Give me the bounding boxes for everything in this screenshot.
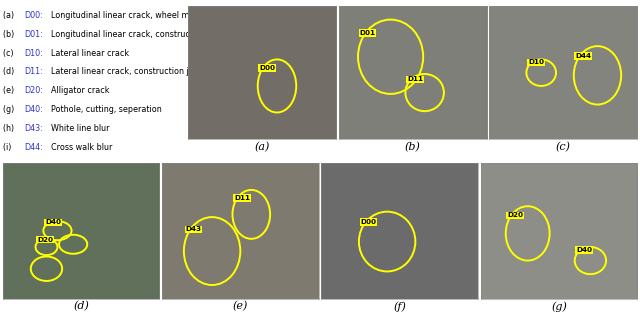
Text: Longitudinal linear crack, construction joint part: Longitudinal linear crack, construction … <box>51 30 244 39</box>
Text: D00: D00 <box>259 65 275 71</box>
Text: D10: D10 <box>528 59 544 65</box>
Text: D00: D00 <box>360 219 376 225</box>
Text: Pothole, cutting, seperation: Pothole, cutting, seperation <box>51 105 161 114</box>
Text: D40: D40 <box>45 219 61 225</box>
Text: Lateral linear crack, construction joint pact: Lateral linear crack, construction joint… <box>51 68 224 76</box>
Text: D01:: D01: <box>24 30 42 39</box>
Text: D43: D43 <box>186 226 202 232</box>
Text: D01: D01 <box>360 30 376 36</box>
Text: (b): (b) <box>3 30 17 39</box>
Text: D44: D44 <box>575 53 591 59</box>
Text: D40: D40 <box>576 247 592 253</box>
Text: Lateral linear crack: Lateral linear crack <box>51 49 129 58</box>
Text: (d): (d) <box>3 68 17 76</box>
Text: (e): (e) <box>3 86 17 95</box>
Text: D20: D20 <box>508 212 524 218</box>
Text: D10:: D10: <box>24 49 42 58</box>
Text: D20:: D20: <box>24 86 43 95</box>
Text: (c): (c) <box>556 142 571 152</box>
Text: (h): (h) <box>3 124 17 133</box>
Text: (g): (g) <box>551 301 567 312</box>
Text: D43:: D43: <box>24 124 42 133</box>
Text: (f): (f) <box>393 301 406 312</box>
Text: D00:: D00: <box>24 11 42 20</box>
Text: Cross walk blur: Cross walk blur <box>51 143 112 152</box>
Text: (i): (i) <box>3 143 14 152</box>
Text: D40:: D40: <box>24 105 42 114</box>
Text: Longitudinal linear crack, wheel mark part: Longitudinal linear crack, wheel mark pa… <box>51 11 221 20</box>
Text: D11: D11 <box>407 76 423 82</box>
Text: (c): (c) <box>3 49 17 58</box>
Text: White line blur: White line blur <box>51 124 109 133</box>
Text: D11:: D11: <box>24 68 42 76</box>
Text: (b): (b) <box>405 142 420 152</box>
Text: (a): (a) <box>255 142 270 152</box>
Text: Alligator crack: Alligator crack <box>51 86 109 95</box>
Text: (g): (g) <box>3 105 17 114</box>
Text: D44:: D44: <box>24 143 42 152</box>
Text: (e): (e) <box>232 301 248 312</box>
Text: (d): (d) <box>73 301 89 312</box>
Text: D11: D11 <box>234 195 250 201</box>
Text: D20: D20 <box>37 236 53 242</box>
Text: (a): (a) <box>3 11 17 20</box>
